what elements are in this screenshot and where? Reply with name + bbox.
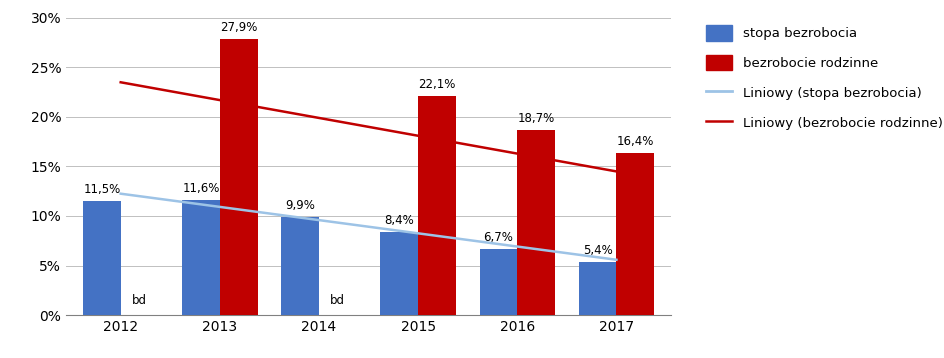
- Text: 18,7%: 18,7%: [517, 112, 554, 125]
- Bar: [516, 130, 554, 315]
- Text: 8,4%: 8,4%: [384, 214, 413, 227]
- Bar: [417, 96, 455, 315]
- Text: bd: bd: [132, 294, 147, 307]
- Bar: [182, 200, 220, 315]
- Text: 16,4%: 16,4%: [615, 135, 653, 147]
- Text: 11,6%: 11,6%: [182, 182, 219, 195]
- Text: 6,7%: 6,7%: [483, 231, 513, 244]
- Text: 9,9%: 9,9%: [285, 199, 314, 212]
- Text: bd: bd: [330, 294, 345, 307]
- Bar: [83, 201, 121, 315]
- Text: 22,1%: 22,1%: [418, 78, 455, 91]
- Bar: [220, 39, 257, 315]
- Bar: [615, 153, 653, 315]
- Legend: stopa bezrobocia, bezrobocie rodzinne, Liniowy (stopa bezrobocia), Liniowy (bezr: stopa bezrobocia, bezrobocie rodzinne, L…: [701, 21, 944, 134]
- Bar: [480, 249, 516, 315]
- Text: 11,5%: 11,5%: [83, 183, 120, 196]
- Text: 5,4%: 5,4%: [582, 243, 612, 257]
- Text: 27,9%: 27,9%: [220, 21, 257, 34]
- Bar: [578, 262, 615, 315]
- Bar: [281, 217, 319, 315]
- Bar: [380, 232, 417, 315]
